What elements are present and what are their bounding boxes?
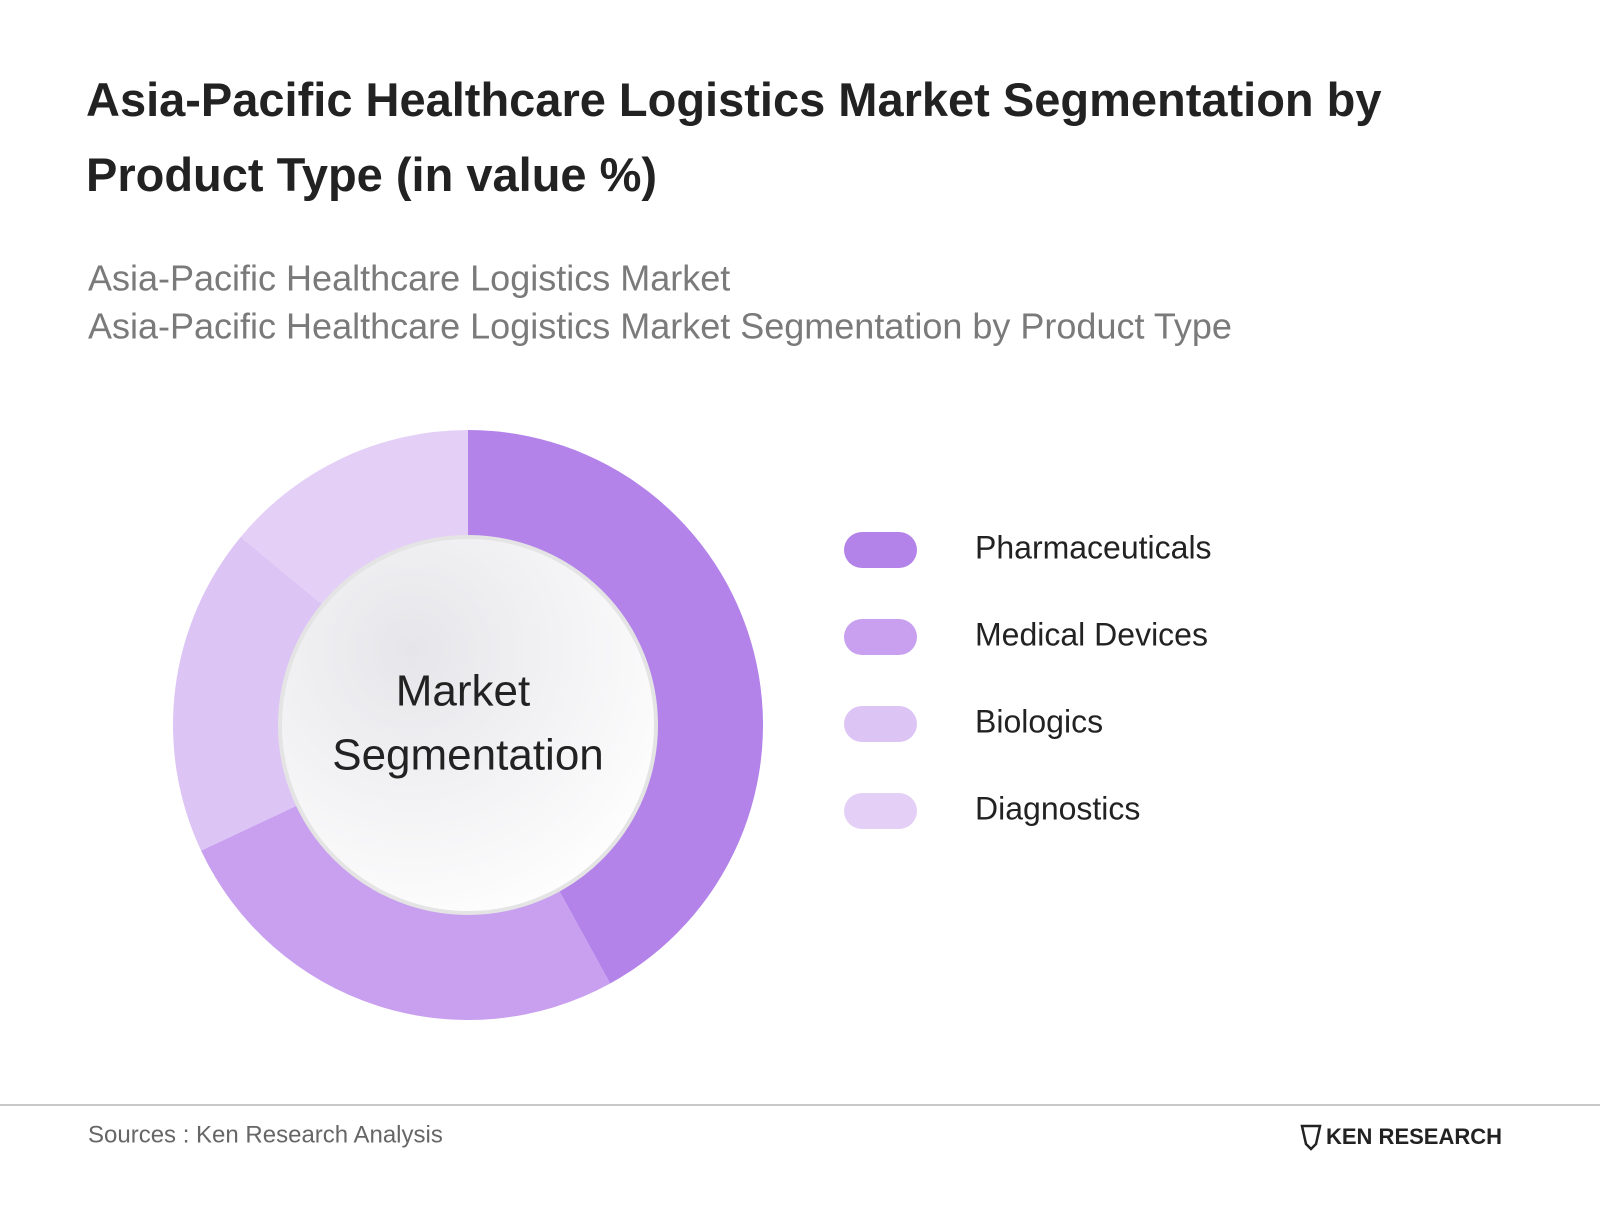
legend-label: Pharmaceuticals [975,529,1212,565]
legend-swatch [844,706,917,742]
subtitle: Asia-Pacific Healthcare Logistics Market [88,258,730,299]
logo: KEN RESEARCH [1326,1124,1502,1149]
title-box: Asia-Pacific Healthcare Logistics Market… [86,73,1382,201]
legend-label: Diagnostics [975,790,1140,826]
legend-label: Medical Devices [975,616,1208,652]
subtitle: Asia-Pacific Healthcare Logistics Market… [88,306,1232,347]
center-label: Segmentation [332,731,604,780]
center-label: Market [396,667,530,716]
source: Sources : Ken Research Analysis [88,1121,443,1148]
legend-swatch [844,619,917,655]
logo-icon [1300,1124,1322,1151]
donut-hole [278,535,658,915]
chart-title: Asia-Pacific Healthcare Logistics Market… [86,73,1382,201]
legend: Pharmaceuticals Medical Devices Biologics D… [844,529,1212,829]
legend-label: Biologics [975,703,1103,739]
legend-swatch [844,532,917,568]
legend-swatch [844,793,917,829]
